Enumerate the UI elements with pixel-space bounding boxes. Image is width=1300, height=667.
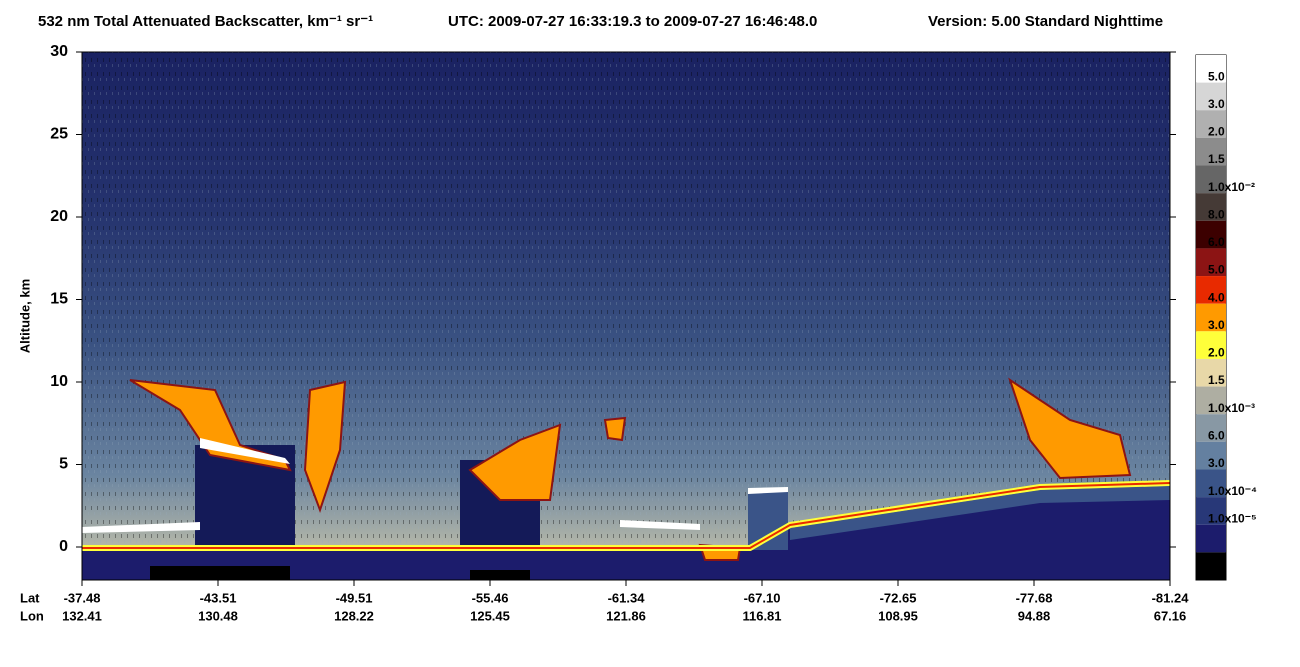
y-axis-label: Altitude, km xyxy=(17,279,32,353)
x-tick-label: -67.10 xyxy=(744,590,781,605)
colorbar-label: 3.0 xyxy=(1208,97,1225,111)
colorbar-swatch xyxy=(1196,110,1226,138)
colorbar-label: 1.0x10⁻⁵ xyxy=(1208,511,1257,525)
colorbar-label: 1.5 xyxy=(1208,152,1225,166)
y-tick-label: 15 xyxy=(50,291,68,308)
colorbar-swatch xyxy=(1196,414,1226,442)
x-tick-label: -72.65 xyxy=(880,590,917,605)
colorbar-swatch xyxy=(1196,165,1226,194)
colorbar-label: 1.5 xyxy=(1208,373,1225,387)
x-row-label: Lat xyxy=(20,590,40,605)
x-tick-label: 108.95 xyxy=(878,608,918,623)
y-tick-label: 10 xyxy=(50,373,68,390)
colorbar-swatch xyxy=(1196,82,1226,111)
colorbar-swatch xyxy=(1196,469,1226,498)
version: Version: 5.00 Standard Nighttime xyxy=(928,13,1163,30)
y-tick-label: 20 xyxy=(50,208,68,225)
time-range: UTC: 2009-07-27 16:33:19.3 to 2009-07-27… xyxy=(448,13,817,30)
x-tick-label: 67.16 xyxy=(1154,608,1187,623)
x-tick-label: 128.22 xyxy=(334,608,374,623)
colorbar-swatch xyxy=(1196,524,1226,553)
colorbar-label: 2.0 xyxy=(1208,346,1225,360)
backscatter-image xyxy=(82,52,1171,580)
colorbar-label: 5.0 xyxy=(1208,69,1225,83)
colorbar-swatch xyxy=(1196,193,1226,221)
x-tick-label: -43.51 xyxy=(200,590,237,605)
colorbar-label: 1.0x10⁻³ xyxy=(1208,401,1255,415)
x-row-label: Lon xyxy=(20,608,44,623)
colorbar-label: 6.0 xyxy=(1208,428,1225,442)
colorbar-swatch xyxy=(1196,303,1226,332)
colorbar-swatch xyxy=(1196,386,1226,415)
colorbar-swatch xyxy=(1196,137,1226,166)
colorbar-label: 2.0 xyxy=(1208,125,1225,139)
x-tick-label: -77.68 xyxy=(1016,590,1053,605)
x-tick-label: -49.51 xyxy=(336,590,373,605)
x-tick-label: 116.81 xyxy=(742,608,781,623)
colorbar-swatch xyxy=(1196,248,1226,277)
colorbar-swatch xyxy=(1196,497,1226,525)
colorbar-label: 1.0x10⁻⁴ xyxy=(1208,484,1257,498)
colorbar-label: 1.0x10⁻² xyxy=(1208,180,1255,194)
x-tick-label: 132.41 xyxy=(62,608,102,623)
x-tick-label: 125.45 xyxy=(470,608,510,623)
chart-title: 532 nm Total Attenuated Backscatter, km⁻… xyxy=(38,13,373,30)
x-tick-label: -81.24 xyxy=(1152,590,1190,605)
colorbar-label: 3.0 xyxy=(1208,318,1225,332)
x-tick-label: -55.46 xyxy=(472,590,509,605)
y-tick-label: 30 xyxy=(50,43,68,60)
x-tick-label: -61.34 xyxy=(608,590,646,605)
y-tick-label: 5 xyxy=(59,456,68,473)
header: 532 nm Total Attenuated Backscatter, km⁻… xyxy=(38,13,1163,30)
colorbar-label: 3.0 xyxy=(1208,456,1225,470)
colorbar-swatch xyxy=(1196,358,1226,387)
x-tick-label: 94.88 xyxy=(1018,608,1051,623)
x-tick-label: -37.48 xyxy=(64,590,101,605)
x-tick-label: 121.86 xyxy=(606,608,646,623)
y-tick-label: 0 xyxy=(59,538,68,555)
colorbar-label: 4.0 xyxy=(1208,290,1225,304)
x-tick-label: 130.48 xyxy=(198,608,238,623)
colorbar-label: 8.0 xyxy=(1208,207,1225,221)
y-tick-label: 25 xyxy=(50,126,68,143)
colorbar-swatch xyxy=(1196,55,1226,83)
colorbar-label: 5.0 xyxy=(1208,263,1225,277)
colorbar-swatch xyxy=(1196,331,1226,359)
colorbar-swatch xyxy=(1196,220,1226,249)
colorbar-swatch xyxy=(1196,276,1226,304)
colorbar-swatch xyxy=(1196,552,1226,580)
colorbar-label: 6.0 xyxy=(1208,235,1225,249)
colorbar-swatch xyxy=(1196,441,1226,470)
